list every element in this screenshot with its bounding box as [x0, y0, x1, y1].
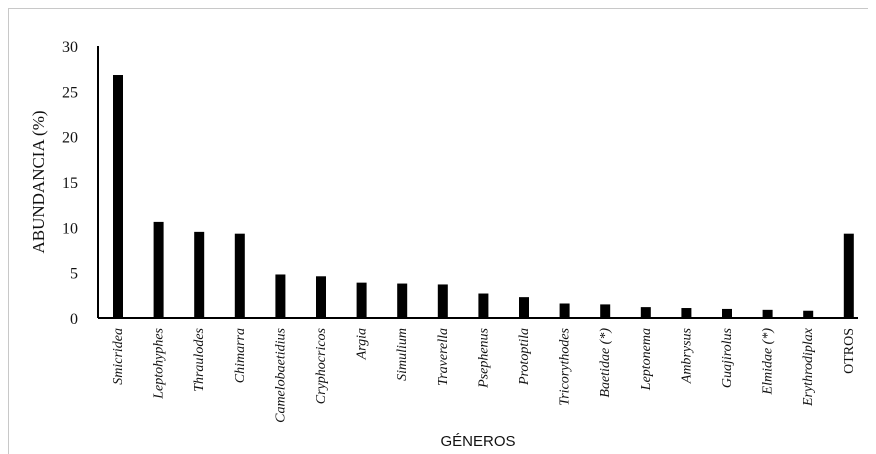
bar-6 — [356, 282, 367, 318]
x-tick-label: Camelobaetidius — [273, 327, 288, 422]
y-axis: 0 5 10 15 20 25 30 — [62, 39, 858, 328]
x-tick-label: Tricorythodes — [558, 327, 573, 405]
y-tick-label: 0 — [70, 311, 78, 328]
bar-10 — [519, 297, 529, 318]
frame-left-border — [8, 8, 9, 454]
bar-2 — [194, 231, 205, 318]
x-tick-label: OTROS — [842, 328, 857, 374]
y-tick-label: 15 — [62, 175, 78, 192]
x-tick-labels: Smicridea Leptohyphes Thraulodes Chimarra Ca… — [111, 327, 857, 423]
x-tick-label: Leptonema — [639, 328, 654, 391]
bar-12 — [600, 304, 611, 318]
bar-11 — [559, 303, 570, 318]
bar-16 — [762, 309, 773, 318]
bar-3 — [234, 233, 245, 318]
bar-9 — [478, 293, 489, 318]
x-tick-label: Thraulodes — [192, 327, 207, 391]
x-tick-label: Psephenus — [476, 327, 491, 388]
x-tick-label: Guajirolus — [720, 327, 735, 388]
x-tick-label: Baetidae (*) — [598, 328, 613, 398]
x-tick-label: Ambrysus — [679, 327, 694, 384]
x-tick-label: Erythrodiplax — [801, 327, 816, 407]
bars — [113, 75, 854, 318]
x-tick-label: Leptohyphes — [152, 327, 167, 399]
x-tick-label: Chimarra — [233, 328, 248, 383]
x-tick-label: Traverella — [436, 328, 451, 386]
frame-top-border — [8, 8, 868, 9]
bar-0 — [113, 75, 123, 318]
y-tick-label: 10 — [62, 220, 78, 237]
bar-15 — [722, 308, 732, 318]
bar-13 — [640, 307, 651, 318]
x-tick-label: Protoptila — [517, 328, 532, 386]
bar-7 — [397, 283, 408, 318]
x-axis-title: GÉNEROS — [440, 433, 515, 450]
y-axis-title: ABUNDANCIA (%) — [29, 110, 48, 253]
y-tick-label: 30 — [62, 39, 78, 56]
x-tick-label: Argia — [355, 328, 370, 360]
y-tick-label: 5 — [70, 266, 78, 283]
bar-18 — [843, 233, 854, 318]
x-tick-label: Simulium — [395, 328, 410, 381]
bar-1 — [153, 221, 164, 318]
bar-17 — [803, 310, 814, 318]
bar-5 — [316, 276, 326, 318]
x-tick-label: Cryphocricos — [314, 327, 329, 404]
bar-14 — [681, 308, 692, 318]
y-tick-label: 20 — [62, 130, 78, 147]
y-tick-label: 25 — [62, 84, 78, 101]
x-tick-label: Smicridea — [111, 328, 126, 385]
bar-8 — [437, 284, 448, 318]
bar-4 — [275, 274, 286, 318]
x-tick-label: Elmidae (*) — [761, 328, 776, 396]
